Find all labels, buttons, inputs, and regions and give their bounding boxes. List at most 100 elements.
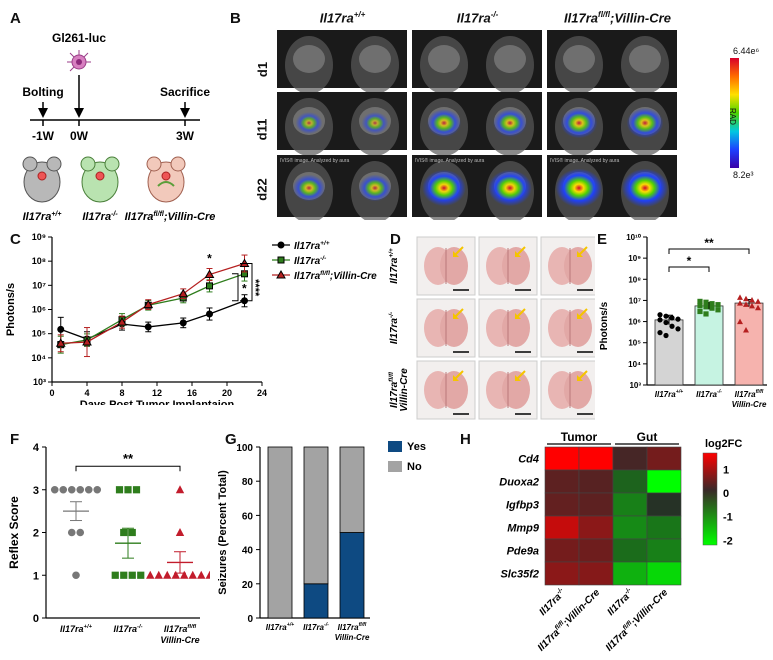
arrow-marker bbox=[578, 246, 588, 256]
data-point bbox=[120, 528, 128, 537]
x-tick-label: 16 bbox=[187, 388, 197, 398]
brain-hemisphere bbox=[564, 371, 592, 409]
heatmap-cell bbox=[612, 469, 648, 494]
line-chart-c: 10³ 10⁴ 10⁵ 10⁶ 10⁷ 10⁸ 10⁹ 0 4 8 12 16 20 24 Days Pos… bbox=[5, 232, 377, 405]
y-tick-label: 10⁴ bbox=[628, 360, 641, 369]
legend-label: No bbox=[407, 461, 422, 473]
legend-tick: -2 bbox=[723, 535, 733, 547]
data-point bbox=[755, 304, 761, 311]
luminescence-spot bbox=[626, 107, 664, 139]
legend-tick: 0 bbox=[723, 488, 729, 500]
panel-label-f: F bbox=[10, 431, 20, 448]
heatmap-cell bbox=[612, 561, 648, 586]
stack-segment-1 bbox=[303, 446, 329, 585]
heatmap-cell bbox=[544, 446, 580, 471]
mouse-label-wt: Il17ra+/+ bbox=[23, 211, 62, 223]
column-label: Il17rafl/fl;Villin-Cre bbox=[603, 586, 670, 653]
arrow-head bbox=[577, 375, 583, 381]
y-tick-label: 80 bbox=[242, 477, 254, 488]
data-point bbox=[715, 307, 721, 313]
x-category-label: Il17ra+/+ bbox=[60, 624, 93, 634]
cell-line-label: Gl261-luc bbox=[52, 31, 106, 45]
arrow-marker bbox=[578, 308, 588, 318]
mouse-label-villin: Il17rafl/fl;Villin-Cre bbox=[125, 211, 215, 223]
colorbar-label: RAD bbox=[728, 108, 737, 125]
panel-label-b: B bbox=[230, 10, 241, 27]
arrow-marker bbox=[516, 370, 526, 380]
data-point bbox=[709, 305, 715, 311]
data-point bbox=[115, 486, 124, 494]
colorbar-max: 6.44e⁶ bbox=[733, 46, 760, 56]
ivis-images: IVIS® image. Analyzed by aura IVIS® image… bbox=[277, 30, 677, 220]
d-row-label-suffix: Villin-Cre bbox=[399, 368, 410, 412]
data-point bbox=[132, 486, 141, 494]
brain-hemisphere bbox=[440, 247, 468, 285]
luminescence-spot bbox=[555, 168, 603, 208]
colorbar-min: 8.2e³ bbox=[733, 170, 754, 180]
legend-tick: 1 bbox=[723, 465, 729, 477]
y-axis-label: Seizures (Percent Total) bbox=[217, 470, 229, 595]
bracket-outer bbox=[240, 263, 253, 302]
d-row-label: Il17ra-/- bbox=[388, 312, 400, 344]
luminescence-spot bbox=[358, 174, 392, 202]
y-tick-label: 10⁵ bbox=[32, 329, 46, 339]
data-point bbox=[76, 485, 85, 494]
y-tick-label: 10¹⁰ bbox=[626, 233, 642, 242]
colorbar bbox=[730, 58, 739, 168]
y-tick-label: 40 bbox=[242, 546, 254, 557]
data-point bbox=[657, 330, 663, 336]
y-tick-label: 60 bbox=[242, 511, 254, 522]
ivis-caption: IVIS® image. Analyzed by aura bbox=[415, 157, 484, 164]
y-tick-label: 10⁷ bbox=[629, 296, 641, 305]
data-point bbox=[703, 311, 709, 317]
data-point bbox=[163, 570, 172, 579]
event-label-sacrifice: Sacrifice bbox=[160, 85, 210, 99]
data-point bbox=[703, 299, 709, 305]
arrow-marker bbox=[516, 308, 526, 318]
legend-label: Il17rafl/fl;Villin-Cre bbox=[294, 270, 377, 282]
y-tick-label: 10⁶ bbox=[628, 318, 641, 327]
luminescence-spot bbox=[361, 112, 389, 134]
data-point bbox=[737, 294, 743, 300]
data-point bbox=[76, 528, 85, 537]
b-row-label-d22: d22 bbox=[254, 178, 270, 201]
d-row-label: Il17ra+/+ bbox=[388, 248, 400, 284]
data-point bbox=[755, 298, 761, 304]
data-point bbox=[67, 485, 76, 494]
data-point bbox=[743, 326, 749, 333]
luminescence-spot bbox=[488, 169, 532, 207]
x-category-label: Il17ra-/- bbox=[113, 624, 142, 634]
sig-text: * bbox=[687, 254, 692, 268]
y-tick-label: 10⁶ bbox=[32, 305, 46, 315]
stack-segment-1 bbox=[267, 446, 293, 619]
data-point bbox=[55, 338, 66, 347]
sig-bracket bbox=[668, 266, 710, 272]
x-category-label: Il17rafl/fl bbox=[735, 389, 764, 399]
data-point bbox=[709, 301, 715, 307]
heatmap-cell bbox=[646, 492, 682, 517]
data-point bbox=[697, 303, 703, 309]
data-point bbox=[175, 528, 185, 536]
sig-text: ** bbox=[123, 451, 134, 466]
x-tick-label: 8 bbox=[119, 388, 124, 398]
mouse-head bbox=[359, 45, 391, 73]
data-point bbox=[206, 282, 213, 290]
data-point bbox=[663, 313, 669, 319]
x-tick-label: 12 bbox=[152, 388, 162, 398]
data-point bbox=[743, 301, 749, 307]
x-tick-label: 0 bbox=[49, 388, 54, 398]
legend-swatch bbox=[388, 461, 402, 472]
data-point bbox=[84, 485, 93, 494]
data-point bbox=[144, 323, 152, 331]
mouse-head bbox=[293, 45, 325, 73]
data-point bbox=[146, 570, 155, 579]
mouse-icon-wt bbox=[22, 156, 62, 203]
gene-label: Cd4 bbox=[518, 454, 539, 466]
arrow-head bbox=[515, 251, 521, 257]
panel-b: B Il17ra+/+ Il17ra-/- Il17rafl/fl;Villin… bbox=[225, 0, 773, 225]
luminescence-spot bbox=[295, 112, 323, 134]
data-point bbox=[737, 318, 743, 325]
b-col-header-2: Il17rafl/fl;Villin-Cre bbox=[564, 10, 671, 26]
legend-tick: -1 bbox=[723, 512, 733, 524]
arrow-head bbox=[577, 251, 583, 257]
